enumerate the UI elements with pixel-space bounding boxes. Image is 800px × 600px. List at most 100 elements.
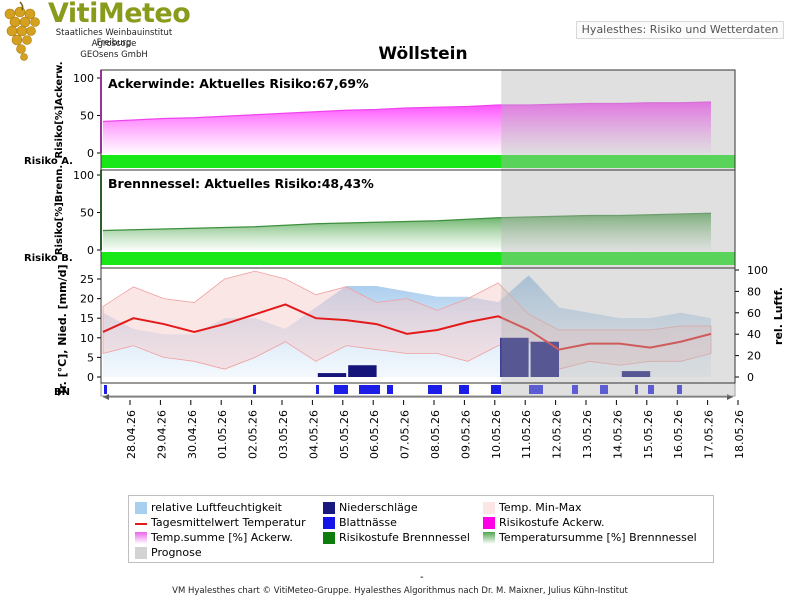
leaf-wetness-mark: [104, 385, 107, 394]
precipitation-bar: [317, 373, 347, 377]
legend-label: relative Luftfeuchtigkeit: [151, 501, 282, 514]
x-tick-label: 09.05.26: [459, 410, 472, 459]
x-tick-label: 13.05.26: [581, 410, 594, 459]
x-tick-label: 30.04.26: [186, 410, 199, 459]
logo-line-institute: Staatliches Weinbauinstitut Freiburg: [55, 28, 173, 48]
legend-swatch: [483, 517, 495, 529]
y-tick-label: 0: [87, 244, 94, 257]
leaf-wetness-mark: [648, 385, 654, 394]
x-tick-label: 12.05.26: [551, 410, 564, 459]
y-tick-left-label: 20: [80, 293, 94, 306]
legend-swatch: [135, 523, 147, 525]
brennnessel-title: Brennnessel: Aktuelles Risiko:48,43%: [108, 176, 374, 191]
legend-swatch: [483, 532, 495, 544]
x-tick-label: 04.05.26: [307, 410, 320, 459]
x-tick-label: 29.04.26: [155, 410, 168, 459]
x-tick-label: 07.05.26: [399, 410, 412, 459]
y-tick-label: 100: [73, 169, 94, 182]
panel-border-3: [100, 267, 736, 384]
y-tick-left-label: 0: [87, 371, 94, 384]
leaf-wetness-mark: [334, 385, 348, 394]
y-tick-right-label: 60: [747, 307, 761, 320]
y-tick-label: 50: [80, 207, 94, 220]
x-tick-label: 16.05.26: [672, 410, 685, 459]
x-tick-label: 28.04.26: [125, 410, 138, 459]
legend-swatch: [323, 532, 335, 544]
legend-label: Prognose: [151, 546, 202, 559]
logo-title: VitiMeteo: [48, 0, 191, 29]
ackerwinde-tempsum-line: [102, 101, 712, 123]
leaf-wetness-label: BN: [54, 387, 70, 398]
y-tick-left-label: 15: [80, 312, 94, 325]
y-tick-left-label: 5: [87, 351, 94, 364]
legend-swatch: [135, 547, 147, 559]
y-tick-right-label: 40: [747, 328, 761, 341]
vitimeteo-logo: VitiMeteo Staatliches Weinbauinstitut Fr…: [0, 0, 191, 62]
leaf-wetness-mark: [459, 385, 469, 394]
x-tick-label: 05.05.26: [338, 410, 351, 459]
x-tick-label: 08.05.26: [429, 410, 442, 459]
legend-label: Temp.summe [%] Ackerw.: [151, 531, 293, 544]
logo-line-agroscope: Agroscope: [91, 39, 137, 49]
legend-swatch: [323, 502, 335, 514]
x-tick-label: 11.05.26: [520, 410, 533, 459]
precipitation-bar: [621, 371, 651, 377]
precipitation-bar: [500, 337, 529, 377]
risk-b-label: Risiko B.: [24, 253, 73, 264]
brennnessel-tempsum-area: [103, 213, 711, 250]
legend-label: Risikostufe Ackerw.: [499, 516, 605, 529]
station-title: Wöllstein: [378, 44, 468, 64]
y-tick-right-label: 20: [747, 350, 761, 363]
x-tick-label: 01.05.26: [216, 410, 229, 459]
x-tick-label: 18.05.26: [733, 410, 746, 459]
leaf-wetness-mark: [253, 385, 256, 394]
legend-swatch: [135, 502, 147, 514]
leaf-wetness-mark: [529, 385, 543, 394]
legend-label: Temperatursumme [%] Brennnessel: [499, 531, 697, 544]
legend-label: Niederschläge: [339, 501, 418, 514]
leaf-wetness-mark: [600, 385, 608, 394]
footer-credit: VM Hyalesthes chart © VitiMeteo-Gruppe. …: [172, 586, 628, 596]
y-tick-right-label: 0: [747, 371, 754, 384]
weather-y-label-left: Tr. [°C], Nied. [mm/d]: [56, 265, 69, 396]
legend-label: Risikostufe Brennnessel: [339, 531, 470, 544]
leaf-wetness-mark: [359, 385, 380, 394]
leaf-wetness-mark: [635, 385, 638, 394]
y-tick-right-label: 100: [747, 264, 768, 277]
y-tick-label: 100: [73, 72, 94, 85]
ackerwinde-risk-bar: [101, 155, 735, 168]
prognose-area: [501, 70, 735, 396]
brennnessel-y-label: Risiko[%]Brenn.: [54, 165, 65, 255]
x-tick-label: 02.05.26: [247, 410, 260, 459]
legend-swatch: [323, 517, 335, 529]
y-tick-label: 0: [87, 147, 94, 160]
x-tick-label: 17.05.26: [703, 410, 716, 459]
legend-swatch: [135, 532, 147, 544]
y-tick-label: 50: [80, 110, 94, 123]
footer-dash: -: [420, 572, 424, 583]
brennnessel-risk-bar: [101, 252, 735, 265]
leaf-wetness-mark: [428, 385, 442, 394]
chart-title-tab[interactable]: Hyalesthes: Risiko und Wetterdaten: [576, 21, 784, 39]
grape-icon: [4, 1, 40, 61]
ackerwinde-title: Ackerwinde: Aktuelles Risiko:67,69%: [108, 76, 369, 91]
x-tick-label: 10.05.26: [490, 410, 503, 459]
leaf-wetness-mark: [316, 385, 319, 394]
y-tick-left-label: 10: [80, 332, 94, 345]
precipitation-bar: [348, 365, 377, 377]
leaf-wetness-mark: [387, 385, 393, 394]
leaf-wetness-mark: [491, 385, 501, 394]
x-tick-label: 03.05.26: [277, 410, 290, 459]
risk-a-label: Risiko A.: [24, 156, 73, 167]
x-tick-label: 15.05.26: [642, 410, 655, 459]
chart-legend: relative Luftfeuchtigkeit Niederschläge Te…: [128, 495, 714, 563]
x-tick-label: 14.05.26: [611, 410, 624, 459]
y-tick-right-label: 80: [747, 285, 761, 298]
brennnessel-tempsum-line: [102, 212, 712, 232]
weather-y-label-right: rel. Luftf.: [772, 287, 785, 345]
legend-label: Temp. Min-Max: [499, 501, 582, 514]
leaf-wetness-mark: [677, 385, 682, 394]
legend-swatch: [483, 502, 495, 514]
logo-line-geosens: GEOsens GmbH: [80, 50, 148, 60]
